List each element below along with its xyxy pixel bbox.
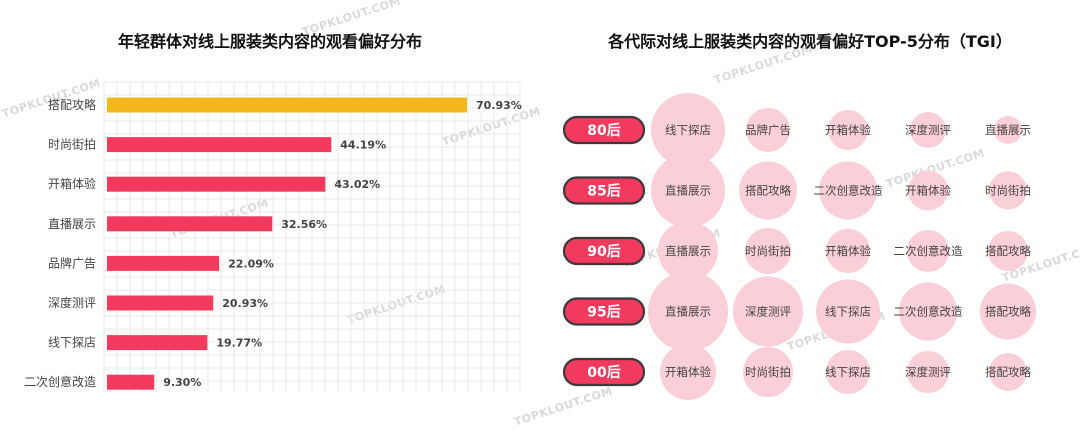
value-label: 22.09% [228,257,274,270]
generation-label: 90后 [587,243,620,260]
bubble-label: 搭配攻略 [985,305,1031,319]
bubble-label: 深度测评 [905,365,951,379]
bar-chart-panel: 年轻群体对线上服装类内容的观看偏好分布 搭配攻略 70.93% 时尚街拍 44.19%… [24,32,522,392]
bar [107,137,332,153]
bubble-label: 开箱体验 [905,184,951,198]
category-label: 搭配攻略 [48,97,96,112]
bubble-label: 二次创意改造 [814,184,883,198]
bubble-label: 深度测评 [745,305,791,319]
bubble [745,228,791,274]
category-label: 品牌广告 [48,256,96,270]
bubble-label: 品牌广告 [745,123,791,137]
bubble [828,110,868,150]
bubble [658,221,718,281]
chart-grid [103,81,521,392]
bubble [907,351,949,393]
bubble [651,153,725,228]
value-label: 44.19% [340,139,386,152]
bubble-label: 深度测评 [905,123,951,137]
category-label: 时尚街拍 [48,137,96,152]
bubble-label: 直播展示 [665,244,711,258]
bar [107,255,220,271]
bar [107,295,214,311]
bar [107,176,326,192]
bubble [819,161,877,220]
value-label: 19.77% [216,337,262,350]
bubble [908,170,948,211]
bubble-label: 直播展示 [665,184,711,198]
value-label: 20.93% [222,297,268,310]
value-label: 70.93% [476,99,522,112]
bar-chart: 搭配攻略 70.93% 时尚街拍 44.19% 开箱体验 43.02% 直播展示 32.56%… [24,81,522,392]
bubble [733,276,803,347]
bubble [826,229,870,273]
generation-pill [562,297,646,326]
generation-label: 95后 [587,304,620,321]
bubble-label: 直播展示 [665,305,711,319]
bubble-label: 线下探店 [825,365,871,379]
bubble [743,347,793,397]
generation-label: 80后 [587,122,620,139]
bubble-label: 直播展示 [985,123,1031,137]
bubble [746,108,790,152]
bubble [899,282,957,341]
generation-pill [562,176,646,205]
value-label: 43.02% [334,178,380,191]
generation-pill [562,357,646,387]
bubble-label: 时尚街拍 [985,184,1031,198]
bubble-chart-title: 各代际对线上服装类内容的观看偏好TOP-5分布（TGI） [608,32,1012,51]
bar [107,374,155,390]
category-label: 深度测评 [48,295,96,310]
bubble-label: 搭配攻略 [985,244,1031,258]
bubble-label: 线下探店 [825,305,871,319]
generation-label: 00后 [587,364,620,381]
bubble-label: 开箱体验 [825,244,871,258]
bubble-chart-panel: 各代际对线上服装类内容的观看偏好TOP-5分布（TGI） 线下探店 品牌广告 开箱体… [540,0,1080,438]
bubble [660,344,716,400]
bubble-label: 时尚街拍 [745,244,791,258]
bubble [651,93,725,167]
bubble-label: 搭配攻略 [745,184,791,198]
bubble-label: 时尚街拍 [745,365,791,379]
category-label: 线下探店 [48,336,96,350]
bubble [826,350,870,394]
bubble [816,279,880,344]
category-label: 开箱体验 [48,176,96,191]
bubble [989,171,1027,210]
bar-chart-title: 年轻群体对线上服装类内容的观看偏好分布 [117,32,422,51]
bar [107,216,273,232]
generation-pill [562,236,646,266]
bubble-label: 二次创意改造 [894,244,963,258]
value-label: 9.30% [163,376,201,389]
bar [107,97,467,113]
generation-label: 85后 [587,183,620,200]
bubble [739,161,797,220]
value-label: 32.56% [281,218,327,231]
bubble [910,112,946,148]
bubble [648,271,728,352]
bar [107,335,208,351]
bubble [907,230,949,272]
bubble-label: 线下探店 [665,123,711,137]
category-label: 二次创意改造 [24,374,96,389]
bubble [994,116,1022,144]
bubble-label: 搭配攻略 [985,365,1031,379]
bubble-label: 二次创意改造 [894,305,963,319]
generation-pill [562,115,646,145]
category-label: 直播展示 [48,217,96,231]
bubble [989,353,1027,391]
bubble-label: 开箱体验 [665,365,711,379]
bubble [980,283,1036,340]
bubble-label: 开箱体验 [825,123,871,137]
bubble [988,231,1028,271]
